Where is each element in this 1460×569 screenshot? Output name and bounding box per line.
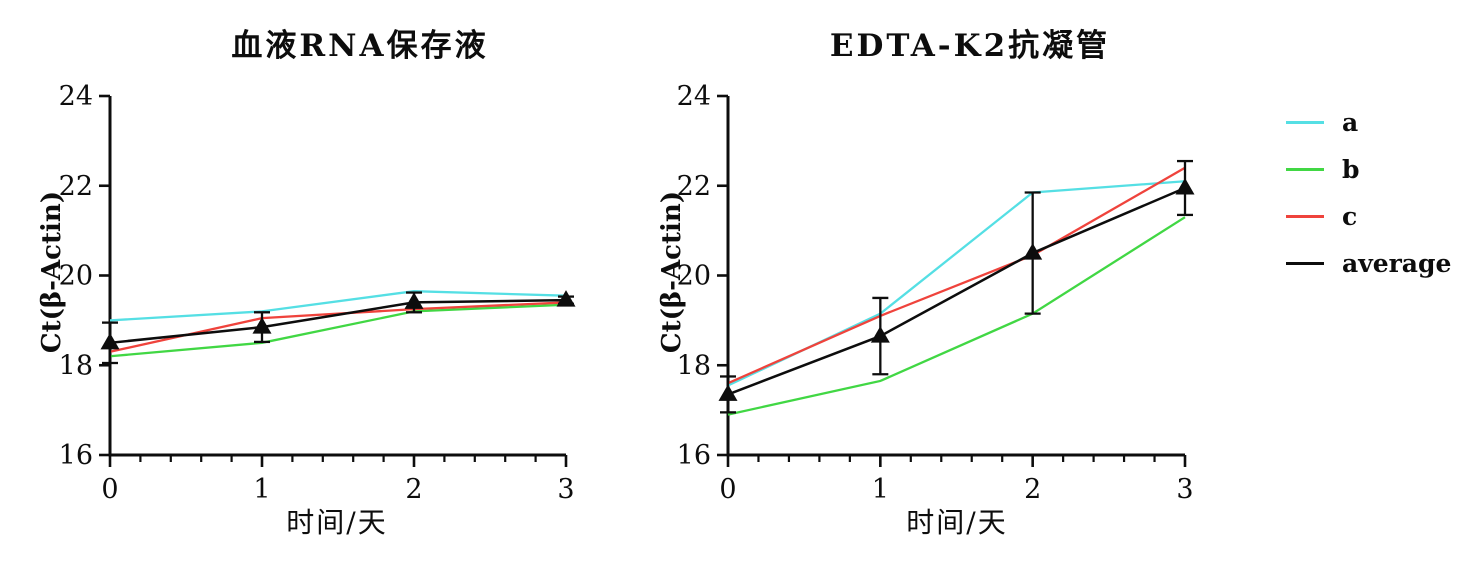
average-marker-triangle xyxy=(1023,243,1043,260)
average-marker-triangle xyxy=(718,384,738,401)
chart-right-series-a xyxy=(727,180,1186,387)
chart-right: 16 18 20 22 24 0 1 2 3 xyxy=(677,81,1195,505)
y-tick-label: 22 xyxy=(59,171,93,202)
average-marker-triangle xyxy=(100,332,120,350)
chart-left-x-axis-label: 时间/天 xyxy=(286,506,388,539)
series-line-c xyxy=(727,166,1186,385)
legend-label-b: b xyxy=(1342,155,1360,184)
legend-label-average: average xyxy=(1342,249,1452,278)
legend-item-c: c xyxy=(1286,193,1451,240)
chart-left-series-a xyxy=(109,290,567,322)
chart-right-x-axis-label: 时间/天 xyxy=(906,506,1008,539)
legend-line-swatch-b xyxy=(1286,168,1324,171)
y-tick-label: 18 xyxy=(677,350,711,381)
legend-item-b: b xyxy=(1286,146,1451,193)
legend-line-swatch-a xyxy=(1286,121,1324,124)
average-marker-triangle xyxy=(404,292,424,309)
chart-right-series-b xyxy=(727,216,1186,416)
legend-line-swatch-c xyxy=(1286,215,1324,218)
series-line-average xyxy=(109,298,567,345)
chart-left-series-b xyxy=(109,303,567,358)
chart-left-title: 血液RNA保存液 xyxy=(231,28,489,64)
series-line-a xyxy=(109,290,567,322)
x-tick-label: 3 xyxy=(557,474,574,505)
series-line-b xyxy=(109,303,567,358)
y-tick-label: 18 xyxy=(59,350,93,381)
chart-right-series-c xyxy=(727,166,1186,385)
average-marker-triangle xyxy=(556,290,576,307)
chart-left-y-axis-label: Ct(β-Actin) xyxy=(37,190,67,354)
x-tick-label: 1 xyxy=(872,474,889,505)
y-tick-label: 24 xyxy=(677,81,711,112)
axis-spine xyxy=(108,96,566,457)
y-tick-label: 16 xyxy=(677,440,711,471)
series-line-b xyxy=(727,216,1186,416)
y-tick-label: 20 xyxy=(59,261,93,292)
chart-left-series-average xyxy=(100,290,576,365)
legend-line-swatch-average xyxy=(1286,262,1324,265)
y-tick-label: 16 xyxy=(59,440,93,471)
chart-right-y-axis-label: Ct(β-Actin) xyxy=(657,190,687,354)
y-tick-label: 24 xyxy=(59,81,93,112)
legend-item-average: average xyxy=(1286,240,1451,287)
x-tick-label: 0 xyxy=(719,474,736,505)
series-line-a xyxy=(727,180,1186,387)
legend-item-a: a xyxy=(1286,99,1451,146)
x-tick-label: 3 xyxy=(1176,474,1193,505)
chart-right-title: EDTA-K2抗凝管 xyxy=(829,28,1111,64)
legend-label-c: c xyxy=(1342,202,1358,231)
average-marker-triangle xyxy=(1175,177,1195,195)
chart-left: 16 18 20 22 24 0 1 2 3 xyxy=(59,81,576,505)
average-marker-triangle xyxy=(252,317,272,334)
y-tick-label: 20 xyxy=(677,261,711,292)
legend-label-a: a xyxy=(1342,108,1359,137)
x-tick-label: 2 xyxy=(405,474,422,505)
series-line-average xyxy=(727,186,1186,396)
chart-right-series-average xyxy=(718,159,1195,414)
average-marker-triangle xyxy=(870,326,890,343)
legend: a b c average xyxy=(1286,99,1451,287)
y-tick-label: 22 xyxy=(677,171,711,202)
axis-spine xyxy=(726,96,1185,457)
x-tick-label: 1 xyxy=(253,474,270,505)
x-tick-label: 0 xyxy=(101,474,118,505)
x-tick-label: 2 xyxy=(1024,474,1041,505)
